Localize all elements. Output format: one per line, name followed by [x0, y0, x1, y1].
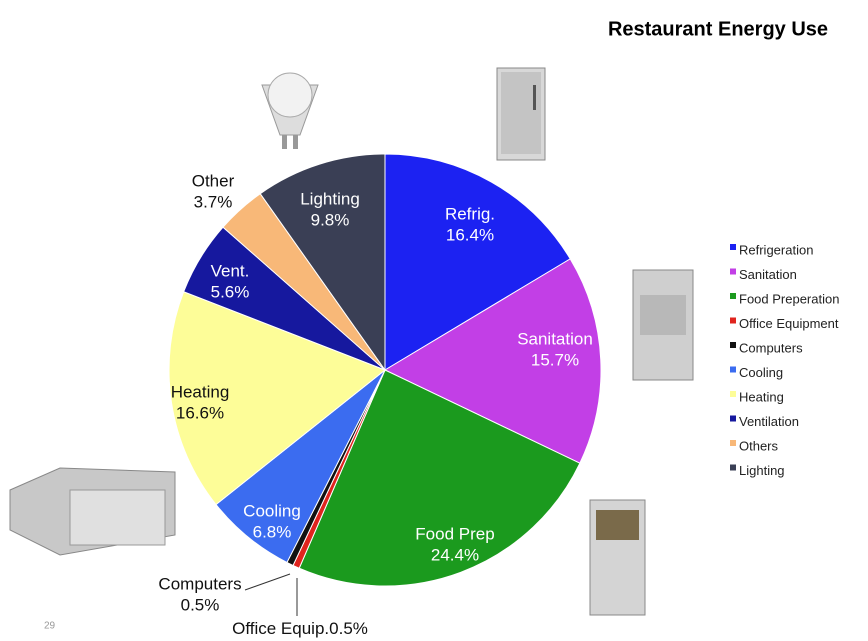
slice-name: Cooling	[243, 501, 301, 520]
chart: Restaurant Energy Use 29 Refrig. 16.4% San…	[0, 0, 868, 641]
slice-value: 0.5%	[329, 619, 368, 638]
slice-name: Lighting	[300, 189, 360, 208]
hvac-picture	[10, 468, 175, 555]
slice-label: Office Equip.0.5%	[232, 619, 368, 638]
legend-swatch	[730, 465, 736, 471]
slice-name: Other	[192, 171, 235, 190]
legend-swatch	[730, 416, 736, 422]
legend-swatch	[730, 318, 736, 324]
legend-swatch	[730, 293, 736, 299]
slice-value: 0.5%	[181, 595, 220, 614]
pie	[169, 154, 601, 586]
slice-name: Sanitation	[517, 329, 593, 348]
slice-value: 6.8%	[253, 522, 292, 541]
legend-label: Lighting	[739, 463, 785, 478]
bulb-picture	[262, 73, 318, 149]
slice-value: 24.4%	[431, 545, 479, 564]
slice-value: 16.6%	[176, 403, 224, 422]
slice-name: Food Prep	[415, 524, 494, 543]
slice-name: Computers	[158, 574, 241, 593]
legend-swatch	[730, 440, 736, 446]
fridge-picture	[497, 68, 545, 160]
slice-name: Vent.	[211, 261, 250, 280]
slice-value: 3.7%	[194, 192, 233, 211]
legend-swatch	[730, 342, 736, 348]
legend-label: Others	[739, 438, 779, 453]
legend-label: Office Equipment	[739, 316, 839, 331]
dishwasher-picture	[633, 270, 693, 380]
legend-label: Computers	[739, 340, 803, 355]
page-number: 29	[44, 621, 56, 632]
slice-value: 16.4%	[446, 225, 494, 244]
slice-name: Heating	[171, 382, 230, 401]
slice-value: 15.7%	[531, 350, 579, 369]
legend-swatch	[730, 269, 736, 275]
legend-swatch	[730, 367, 736, 373]
legend-swatch	[730, 244, 736, 250]
legend-label: Refrigeration	[739, 242, 813, 257]
slice-name: Refrig.	[445, 204, 495, 223]
fryer-picture	[590, 500, 645, 615]
slice-value: 9.8%	[311, 210, 350, 229]
legend-label: Cooling	[739, 365, 783, 380]
legend-label: Sanitation	[739, 267, 797, 282]
slice-value: 5.6%	[211, 282, 250, 301]
legend-swatch	[730, 391, 736, 397]
legend-label: Ventilation	[739, 414, 799, 429]
chart-title: Restaurant Energy Use	[608, 18, 828, 40]
legend-label: Heating	[739, 389, 784, 404]
legend-label: Food Preperation	[739, 291, 839, 306]
leader-line	[245, 574, 290, 590]
slice-name: Office Equip.	[232, 619, 329, 638]
